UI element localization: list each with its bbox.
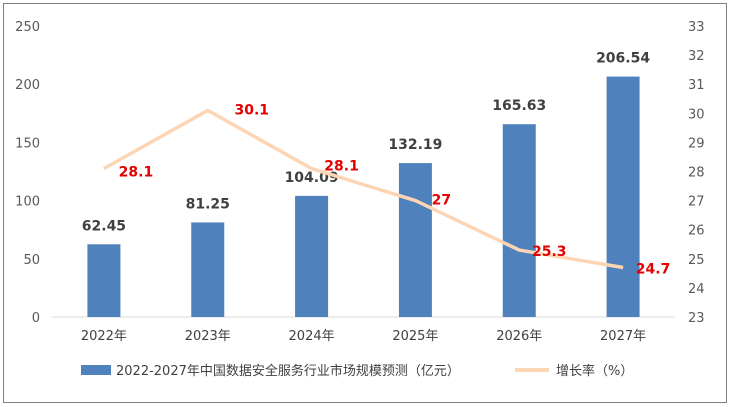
- x-axis-tick: 2024年: [289, 329, 335, 344]
- bar-data-label: 165.63: [492, 98, 546, 114]
- right-axis-tick: 26: [688, 224, 705, 239]
- bar: [87, 244, 121, 317]
- bar: [295, 195, 329, 317]
- bar: [606, 76, 640, 318]
- right-axis-tick: 25: [688, 253, 705, 268]
- line-data-label: 30.1: [234, 102, 269, 118]
- right-axis-tick: 24: [688, 282, 705, 297]
- line-data-label: 27: [432, 193, 451, 209]
- left-axis-tick: 250: [15, 20, 40, 35]
- bar-data-label: 132.19: [388, 137, 442, 153]
- line-data-label: 28.1: [119, 165, 154, 181]
- x-axis-tick: 2027年: [600, 329, 646, 344]
- right-axis-tick: 30: [688, 107, 705, 122]
- right-axis-tick: 33: [688, 20, 705, 35]
- right-axis-tick: 31: [688, 78, 705, 93]
- right-axis-tick: 32: [688, 49, 705, 64]
- x-axis-tick: 2026年: [496, 329, 542, 344]
- left-axis-tick: 200: [15, 78, 40, 93]
- bar: [502, 124, 536, 317]
- bar-data-label: 81.25: [186, 196, 230, 212]
- right-axis-tick: 29: [688, 136, 705, 151]
- line-data-label: 25.3: [532, 244, 567, 260]
- legend-label-line: 增长率（%）: [556, 363, 633, 379]
- legend-swatch-bars: [81, 365, 111, 375]
- left-axis-tick: 150: [15, 136, 40, 151]
- left-axis-tick: 50: [23, 253, 40, 268]
- bar: [398, 163, 432, 317]
- line-data-label: 28.1: [324, 159, 359, 175]
- x-axis-tick: 2025年: [392, 329, 438, 344]
- right-axis-tick: 23: [688, 311, 705, 326]
- right-axis-tick: 27: [688, 195, 705, 210]
- x-axis-tick: 2023年: [185, 329, 231, 344]
- bar-data-label: 62.45: [82, 218, 126, 234]
- left-axis-tick: 0: [32, 311, 40, 326]
- left-axis-tick: 100: [15, 195, 40, 210]
- bar-data-label: 206.54: [596, 51, 650, 67]
- growth-rate-line: [103, 108, 624, 270]
- legend-label-bars: 2022-2027年中国数据安全服务行业市场规模预测（亿元）: [116, 363, 460, 379]
- right-axis-tick: 28: [688, 166, 705, 181]
- chart-frame: [3, 3, 727, 403]
- x-axis-tick: 2022年: [81, 329, 127, 344]
- line-data-label: 24.7: [636, 262, 671, 278]
- bar: [191, 222, 225, 317]
